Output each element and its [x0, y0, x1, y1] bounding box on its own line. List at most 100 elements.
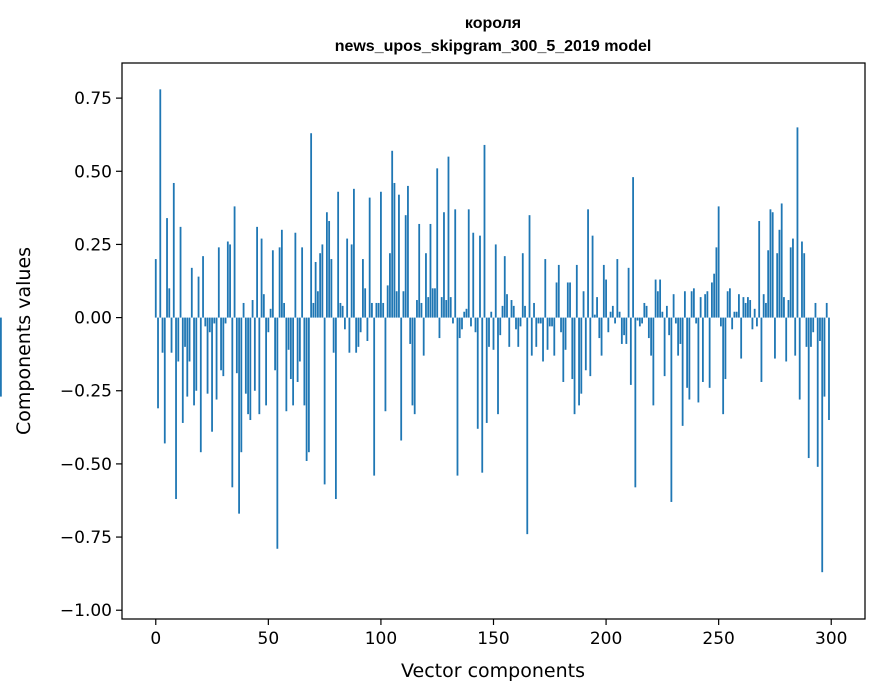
- bar: [557, 264, 560, 318]
- bar: [452, 317, 454, 324]
- bar: [663, 317, 666, 377]
- bar: [280, 229, 283, 318]
- bar: [258, 317, 261, 415]
- bar: [515, 317, 517, 330]
- bar: [366, 317, 369, 341]
- bar: [578, 317, 580, 406]
- bar: [226, 241, 229, 318]
- bar: [593, 314, 596, 318]
- bar: [785, 317, 788, 362]
- bar: [310, 133, 313, 318]
- bar: [400, 317, 403, 441]
- bar: [510, 300, 513, 318]
- bar: [765, 302, 767, 318]
- bar: [654, 279, 657, 318]
- bar: [438, 317, 441, 339]
- x-tick-label: 100: [365, 629, 397, 649]
- bar: [659, 279, 662, 318]
- bar: [812, 317, 815, 333]
- bar: [389, 253, 391, 318]
- bar: [166, 218, 168, 318]
- bar: [571, 317, 574, 380]
- bar: [190, 267, 193, 318]
- bar: [584, 317, 587, 371]
- bar: [521, 253, 524, 318]
- bar: [449, 297, 452, 318]
- bar: [672, 294, 675, 318]
- bar: [476, 317, 479, 429]
- plot-frame: [121, 62, 866, 620]
- bar: [641, 317, 643, 324]
- bar: [334, 317, 337, 500]
- bar: [305, 317, 308, 461]
- bar: [524, 305, 526, 318]
- bar: [720, 317, 722, 327]
- bar: [398, 194, 400, 318]
- bar: [713, 273, 716, 318]
- bar: [461, 317, 463, 330]
- bar: [319, 253, 322, 318]
- bar: [602, 264, 605, 318]
- bar: [828, 317, 830, 421]
- bar: [497, 317, 499, 415]
- bar: [679, 317, 682, 344]
- bar: [262, 294, 265, 318]
- bar: [810, 317, 812, 347]
- bar: [391, 150, 394, 318]
- bar: [447, 156, 450, 318]
- bar: [265, 317, 267, 406]
- bar: [247, 317, 249, 415]
- bar: [220, 317, 222, 371]
- bar: [627, 267, 630, 318]
- bar: [783, 297, 785, 318]
- bar: [474, 317, 477, 333]
- bar: [614, 317, 616, 324]
- bar: [407, 185, 409, 318]
- bar: [512, 305, 515, 318]
- bar: [756, 317, 758, 327]
- bar: [596, 297, 598, 318]
- x-axis-label: Vector components: [401, 660, 585, 682]
- x-tick-label: 250: [702, 629, 734, 649]
- bar: [346, 238, 349, 318]
- x-tick-label: 300: [815, 629, 847, 649]
- bar: [395, 291, 398, 318]
- bar: [332, 317, 335, 353]
- bar: [539, 317, 542, 324]
- bar: [533, 302, 535, 318]
- bar: [638, 317, 641, 327]
- bar: [566, 282, 569, 318]
- bar: [467, 209, 470, 318]
- bar: [224, 317, 227, 324]
- bar: [375, 302, 378, 318]
- bar: [683, 291, 686, 318]
- y-axis-label: Components values: [13, 247, 35, 435]
- bar: [647, 317, 650, 339]
- y-tick-label: −0.25: [60, 382, 112, 402]
- bar: [490, 311, 493, 318]
- bar: [172, 182, 175, 318]
- bar: [726, 291, 729, 318]
- y-tick-label: −0.75: [60, 528, 112, 548]
- bar: [211, 317, 213, 432]
- bar: [760, 317, 763, 382]
- bar: [499, 317, 502, 336]
- y-tick-label: −0.50: [60, 455, 112, 475]
- bar: [589, 317, 592, 377]
- bar: [701, 317, 704, 382]
- bar: [632, 177, 634, 318]
- bar: [217, 247, 220, 318]
- bar: [816, 317, 819, 467]
- bar: [503, 256, 506, 318]
- bar: [717, 206, 720, 318]
- bar: [677, 317, 680, 356]
- bar: [636, 317, 639, 321]
- bar: [661, 311, 664, 318]
- bar: [751, 317, 754, 330]
- bar: [629, 317, 632, 385]
- bar: [620, 317, 623, 344]
- bar: [670, 317, 673, 502]
- bar: [445, 300, 448, 318]
- bar: [814, 302, 817, 318]
